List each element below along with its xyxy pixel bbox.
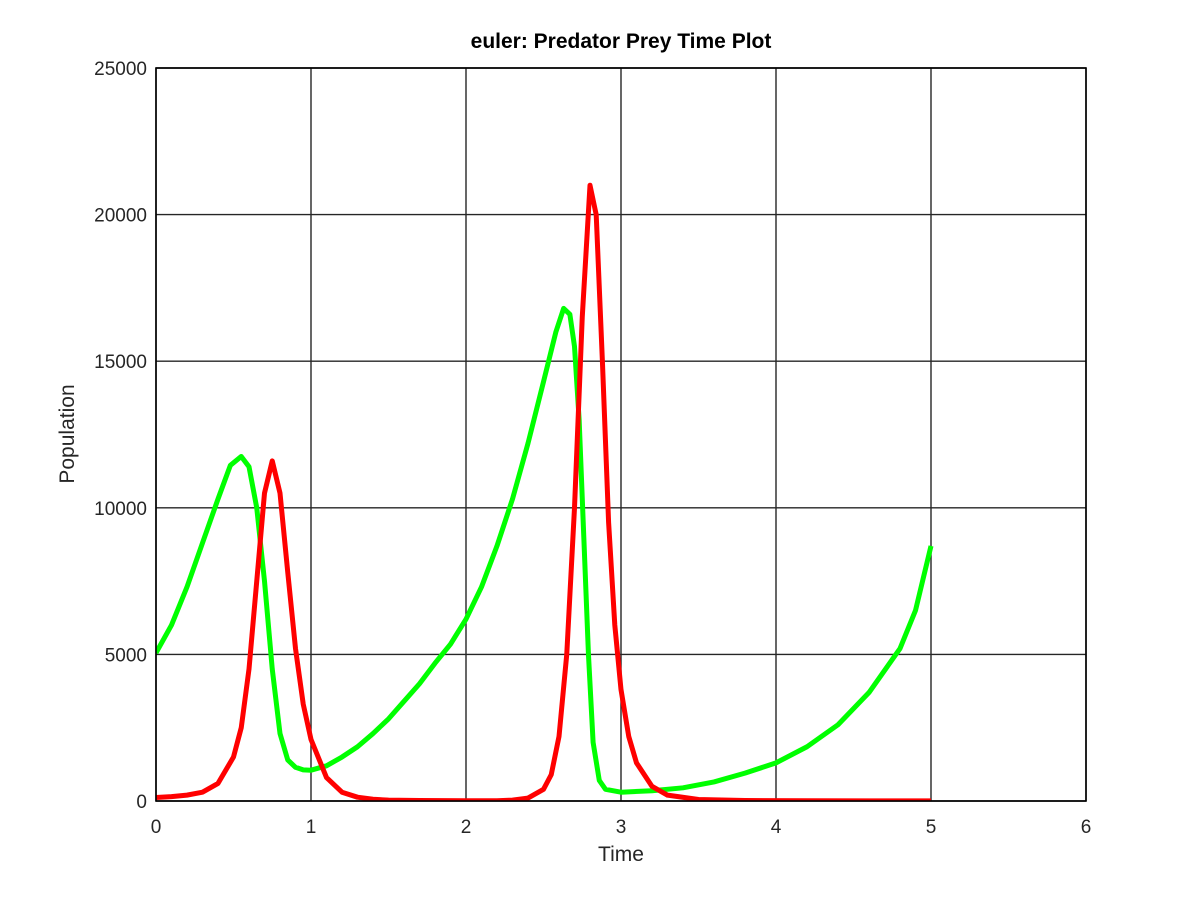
- x-axis-label: Time: [598, 843, 644, 866]
- y-tick-label: 15000: [94, 352, 147, 373]
- x-tick-label: 3: [616, 817, 627, 838]
- x-tick-label: 6: [1081, 817, 1092, 838]
- x-tick-label: 0: [151, 817, 162, 838]
- x-tick-label: 4: [771, 817, 782, 838]
- axes-box: [155, 67, 1087, 802]
- y-tick-label: 20000: [94, 206, 147, 227]
- y-tick-label: 25000: [94, 59, 147, 80]
- chart-title: euler: Predator Prey Time Plot: [471, 30, 772, 53]
- y-tick-label: 10000: [94, 499, 147, 520]
- x-tick-label: 2: [461, 817, 472, 838]
- y-tick-label: 5000: [105, 645, 147, 666]
- y-tick-label: 0: [136, 792, 147, 813]
- x-tick-label: 1: [306, 817, 317, 838]
- y-axis-label: Population: [56, 384, 79, 483]
- tick-labels: 0 1 2 3 4 5 6 0 5000 10000 15000 20000 25000: [94, 59, 1091, 838]
- series-line-1: [156, 305, 934, 795]
- x-tick-label: 5: [926, 817, 937, 838]
